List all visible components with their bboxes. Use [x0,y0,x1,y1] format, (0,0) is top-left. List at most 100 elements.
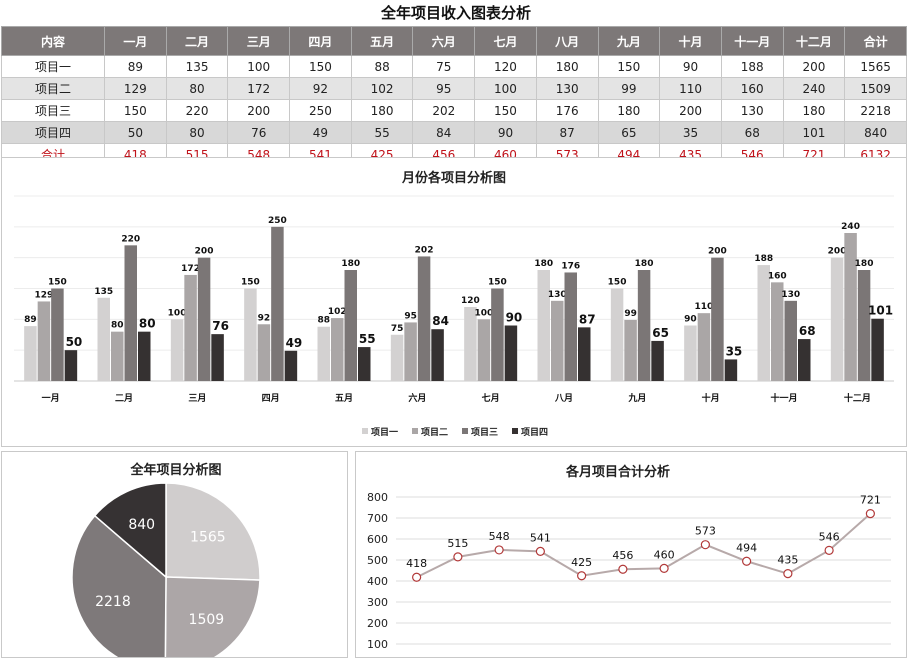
bar [477,319,491,381]
bar [844,233,857,381]
slice-label: 1509 [189,612,225,628]
bar [637,270,651,381]
monthly-total-line-chart-panel: 各月项目合计分析 100 200 300 400 500 600 700 800 418 515 54… [355,451,907,658]
data-point [412,572,422,582]
table-cell: 202 [412,99,476,122]
bar [358,347,371,381]
table-cell: 120 [474,55,537,78]
data-label: 160 [768,271,787,281]
table-cell: 110 [659,77,722,100]
data-label: 89 [24,315,37,325]
bar [37,301,51,381]
table-cell: 180 [535,55,599,78]
bar [317,326,330,381]
data-label: 80 [139,317,156,331]
table-cell: 176 [535,99,599,122]
x-tick-label: 三月 [188,393,206,404]
monthly-bar-chart: 月份各项目分析图 89 129 150 50 一月 135 80 220 80 二月 100 172 20… [14,170,894,438]
table-cell: 102 [350,77,414,100]
table-header-month: 八月 [535,26,599,56]
bar [651,340,664,381]
data-label: 418 [406,557,427,570]
data-label: 65 [652,326,669,340]
y-tick-label: 600 [367,533,388,546]
data-label: 130 [548,290,567,300]
table-cell: 55 [350,121,414,144]
bar [138,331,151,381]
bar [170,319,184,381]
monthly-total-line-chart: 各月项目合计分析 100 200 300 400 500 600 700 800 418 515 54… [367,464,891,651]
table-cell: 87 [535,121,599,144]
data-label: 515 [447,537,468,550]
data-point [535,546,545,556]
table-cell: 172 [227,77,291,100]
bar [64,350,78,381]
bar [184,274,197,381]
data-label: 68 [799,324,816,338]
bar [24,326,37,381]
row-label: 项目二 [1,77,105,100]
data-label: 220 [121,234,140,244]
y-tick-label: 700 [367,512,388,525]
bar [537,270,550,381]
data-label: 150 [608,278,627,288]
bar [857,270,871,381]
data-label: 100 [168,308,187,318]
table-cell: 92 [289,77,352,100]
table-cell: 80 [165,77,229,100]
data-label: 120 [461,296,480,306]
bar [830,257,844,381]
y-tick-label: 300 [367,596,388,609]
table-cell: 130 [535,77,599,100]
data-point [618,564,628,574]
data-label: 180 [635,259,654,269]
data-label: 202 [415,245,434,255]
legend-entry: 项目一 [371,427,398,438]
y-tick-label: 400 [367,575,388,588]
table-cell: 89 [104,55,167,78]
x-tick-label: 九月 [627,392,646,404]
data-label: 250 [268,216,287,226]
x-tick-label: 二月 [115,393,133,404]
table-cell: 150 [104,99,167,122]
bar [404,322,417,381]
bar [784,300,797,381]
slice-label: 840 [128,517,155,533]
page-title: 全年项目收入图表分析 [380,4,531,22]
y-tick-label: 500 [367,554,388,567]
data-point [865,508,875,519]
row-total: 1509 [844,77,907,100]
table-cell: 84 [412,121,476,144]
table-header-month: 十二月 [782,26,846,56]
summary-table: 内容 一月 二月 三月 四月 五月 六月 七月 八月 九月 十月 十一月 十二月 合计 项目一 89 135… [1,26,907,166]
bar [610,288,624,381]
table-cell: 99 [597,77,661,100]
table-cell: 76 [227,121,291,144]
table-row: 项目四 50 80 76 49 55 84 90 87 65 35 68 101 840 [1,121,907,144]
table-cell: 200 [227,99,291,122]
pie-slice [165,482,261,581]
bar [771,282,784,381]
data-label: 90 [506,311,523,325]
table-header-month: 二月 [165,26,229,56]
bar [798,339,811,381]
data-point [659,563,669,574]
row-label: 项目三 [1,99,105,122]
bar [417,256,431,381]
data-label: 84 [432,314,449,328]
table-cell: 75 [412,55,476,78]
data-label: 188 [754,254,773,264]
bar [244,288,257,381]
table-cell: 150 [597,55,661,78]
table-cell: 150 [289,55,352,78]
data-point [742,556,752,566]
table-cell: 200 [782,55,846,78]
data-point [577,571,587,581]
data-label: 88 [317,316,330,326]
pie-slice [93,482,167,579]
bar [624,319,637,381]
data-label: 180 [534,259,553,269]
table-cell: 180 [597,99,661,122]
bar [97,297,110,381]
table-cell: 250 [289,99,352,122]
